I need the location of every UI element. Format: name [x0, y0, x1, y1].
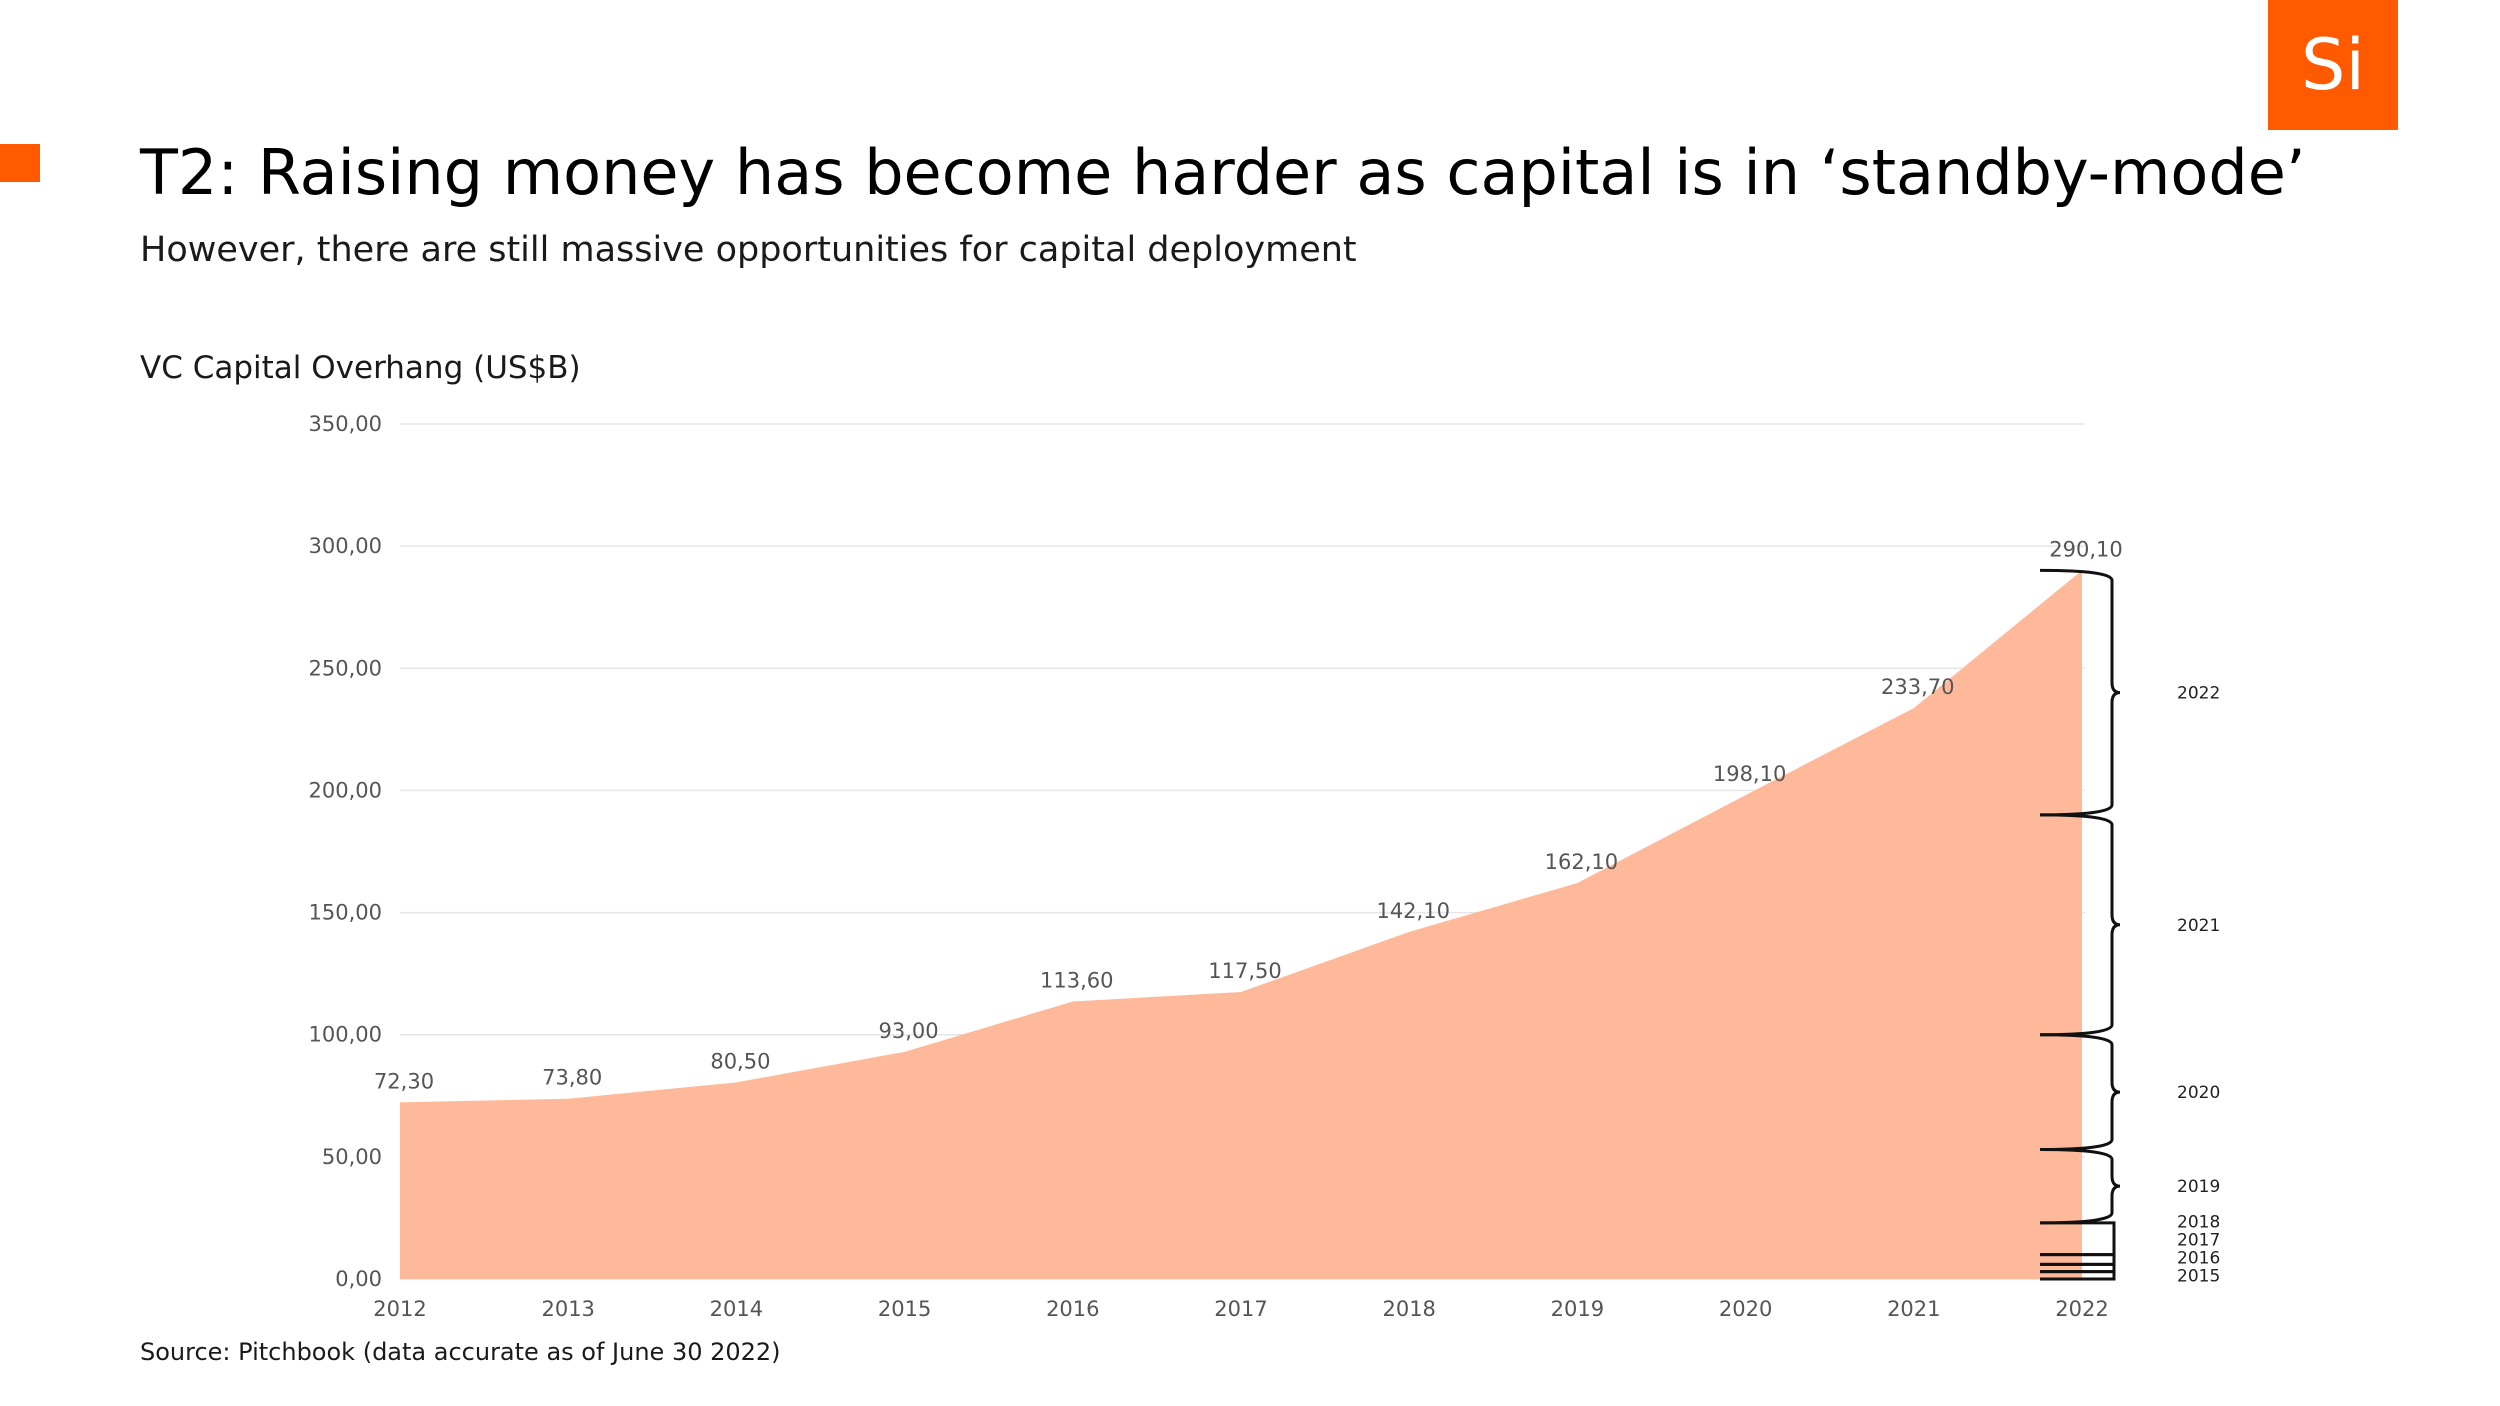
y-tick-label: 250,00 — [309, 656, 382, 680]
data-label-2022: 290,10 — [2049, 537, 2122, 561]
x-tick-label: 2021 — [1887, 1297, 1940, 1321]
x-tick-label: 2019 — [1551, 1297, 1604, 1321]
y-axis-ticks: 0,00 50,00 100,00 150,00 200,00 250,00 300,00 3… — [309, 412, 382, 1291]
brace-label-2021: 2021 — [2177, 916, 2220, 936]
y-tick-label: 300,00 — [309, 534, 382, 558]
page-title: T2: Raising money has become harder as c… — [140, 136, 2306, 209]
brace-2022 — [2039, 568, 2121, 817]
brace-label-2016: 2016 — [2177, 1248, 2220, 1268]
brace-label-2017: 2017 — [2177, 1230, 2220, 1250]
page-subtitle: However, there are still massive opportu… — [140, 230, 1357, 270]
y-tick-label: 150,00 — [309, 901, 382, 925]
brace-2019 — [2039, 1148, 2121, 1225]
x-tick-label: 2018 — [1382, 1297, 1435, 1321]
x-tick-label: 2017 — [1214, 1297, 1267, 1321]
brace-2021 — [2039, 813, 2121, 1037]
data-label-2018: 142,10 — [1376, 899, 1449, 923]
brace-label-2020: 2020 — [2177, 1083, 2220, 1103]
brand-logo-text: Si — [2301, 24, 2365, 106]
y-tick-label: 200,00 — [309, 778, 382, 802]
x-tick-label: 2016 — [1046, 1297, 1099, 1321]
chart-title: VC Capital Overhang (US$B) — [140, 350, 581, 386]
data-label-2020: 198,10 — [1713, 762, 1786, 786]
brace-label-2018: 2018 — [2177, 1212, 2220, 1232]
y-tick-label: 350,00 — [309, 412, 382, 436]
x-tick-label: 2014 — [710, 1297, 763, 1321]
accent-marker — [0, 144, 40, 182]
brace-label-2019: 2019 — [2177, 1177, 2220, 1197]
y-tick-label: 0,00 — [335, 1267, 382, 1291]
x-tick-label: 2012 — [373, 1297, 426, 1321]
brace-label-2015: 2015 — [2177, 1266, 2220, 1286]
area-series — [400, 570, 2082, 1279]
data-label-2014: 80,50 — [710, 1049, 770, 1073]
data-label-2015: 93,00 — [879, 1019, 939, 1043]
data-label-2016: 113,60 — [1040, 968, 1113, 992]
data-labels: 72,30 73,80 80,50 93,00 113,60 117,50 142,10 16… — [374, 537, 2123, 1093]
x-tick-label: 2022 — [2055, 1297, 2108, 1321]
x-axis-ticks: 2012 2013 2014 2015 2016 2017 2018 2019 2020 2021… — [373, 1297, 2108, 1321]
brace-label-2022: 2022 — [2177, 684, 2220, 704]
area-fill — [400, 570, 2082, 1279]
data-label-2017: 117,50 — [1208, 959, 1281, 983]
x-tick-label: 2020 — [1719, 1297, 1772, 1321]
data-label-2021: 233,70 — [1881, 675, 1954, 699]
data-label-2013: 73,80 — [542, 1066, 602, 1090]
source-note: Source: Pitchbook (data accurate as of J… — [140, 1338, 781, 1366]
data-label-2019: 162,10 — [1545, 850, 1618, 874]
data-label-2012: 72,30 — [374, 1069, 434, 1093]
x-tick-label: 2013 — [541, 1297, 594, 1321]
y-tick-label: 100,00 — [309, 1023, 382, 1047]
x-tick-label: 2015 — [878, 1297, 931, 1321]
y-tick-label: 50,00 — [322, 1145, 382, 1169]
brand-logo: Si — [2268, 0, 2398, 130]
brace-2020 — [2039, 1033, 2121, 1152]
